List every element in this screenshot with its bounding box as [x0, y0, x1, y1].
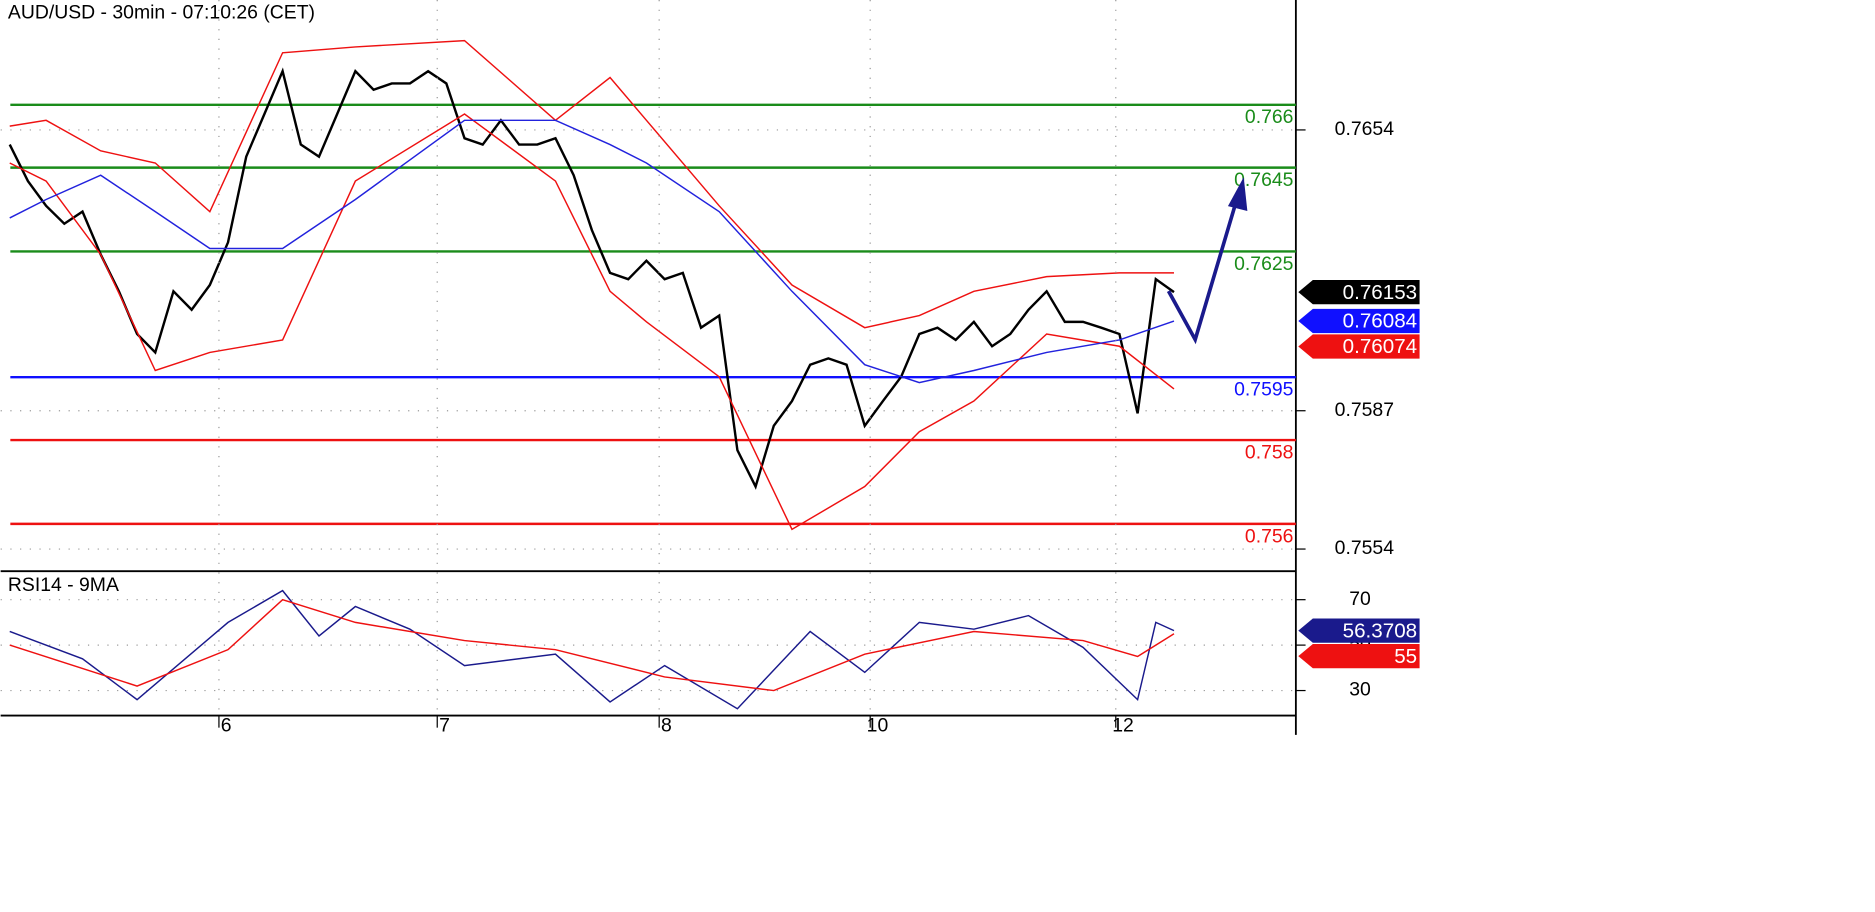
series-line — [9, 39, 1174, 329]
price-badge-label: 56.3708 — [1343, 619, 1418, 642]
series-line — [9, 598, 1175, 692]
y-tick-label: 0.7587 — [1335, 399, 1394, 421]
level-label: 0.7645 — [1234, 169, 1293, 191]
y-tick-label: 30 — [1349, 679, 1371, 701]
x-tick-label: 8 — [661, 715, 672, 737]
series-line — [9, 113, 1175, 531]
price-badge-label: 0.76084 — [1343, 310, 1418, 333]
series-line — [9, 589, 1175, 710]
price-badge — [1298, 279, 1420, 305]
level-label: 0.758 — [1245, 442, 1294, 464]
marks: 0.75540.75870.76540.7660.76450.76250.759… — [0, 0, 1420, 737]
price-badge — [1298, 643, 1420, 669]
price-badge — [1298, 618, 1420, 643]
panel-title: RSI14 - 9MA — [8, 574, 119, 596]
y-tick-label: 0.7654 — [1335, 118, 1395, 140]
series-line — [8, 67, 1175, 490]
y-tick-label: 0.7554 — [1335, 537, 1395, 559]
series-line — [9, 119, 1175, 384]
forecast-arrow — [1166, 195, 1240, 345]
chart-title: AUD/USD - 30min - 07:10:26 (CET) — [8, 1, 315, 23]
price-badge — [1298, 308, 1420, 334]
x-tick-label: 10 — [867, 715, 889, 737]
price-badge-label: 55 — [1394, 645, 1417, 668]
price-badge-label: 0.76153 — [1343, 281, 1418, 304]
price-badge — [1298, 334, 1420, 359]
x-tick-label: 6 — [221, 715, 232, 737]
x-tick-label: 7 — [439, 715, 450, 737]
level-label: 0.7625 — [1234, 253, 1293, 275]
level-label: 0.7595 — [1234, 379, 1293, 401]
level-label: 0.756 — [1245, 525, 1294, 547]
level-label: 0.766 — [1245, 106, 1294, 128]
y-tick-label: 70 — [1349, 588, 1371, 610]
price-badge-label: 0.76074 — [1343, 335, 1418, 358]
arrow-head — [1227, 177, 1248, 212]
x-tick-label: 12 — [1112, 715, 1134, 737]
